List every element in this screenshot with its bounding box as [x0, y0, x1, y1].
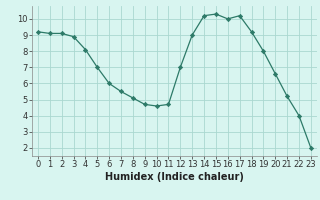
X-axis label: Humidex (Indice chaleur): Humidex (Indice chaleur) — [105, 172, 244, 182]
